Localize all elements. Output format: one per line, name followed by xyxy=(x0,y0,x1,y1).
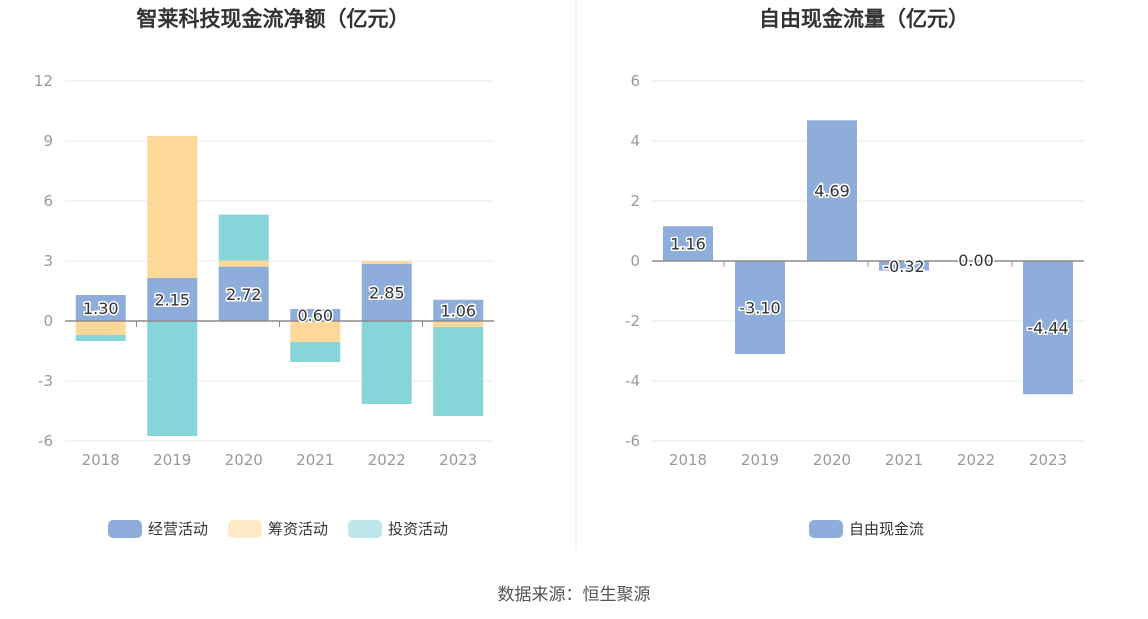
legend-swatch-financing xyxy=(228,520,262,538)
y-tick-label: 6 xyxy=(630,72,640,90)
bar-financing xyxy=(147,136,198,278)
y-tick-label: 6 xyxy=(43,192,53,210)
bar-operating xyxy=(75,295,126,321)
x-tick-label: 2023 xyxy=(439,451,477,469)
y-tick-label: -3 xyxy=(38,372,53,390)
bar-free_cash_flow xyxy=(663,226,713,261)
data-label: 4.69 xyxy=(814,182,850,201)
bar-investing xyxy=(290,342,341,362)
free-cash-flow-chart: 自由现金流量（亿元） 6 4 2 0 -2 -4 -6 2018 2019 2020 2021 2022… xyxy=(625,7,1084,538)
data-label: 0.00 xyxy=(958,251,994,270)
bar-investing xyxy=(361,321,412,404)
y-tick-label: 4 xyxy=(630,132,640,150)
x-tick-label: 2021 xyxy=(296,451,334,469)
bar-free_cash_flow xyxy=(879,261,929,271)
data-label: 2.85 xyxy=(369,284,405,303)
y-tick-label: 0 xyxy=(43,312,53,330)
bar-free_cash_flow xyxy=(735,261,785,354)
bar-investing xyxy=(433,327,484,416)
data-label: 2.72 xyxy=(226,285,262,304)
bar-operating xyxy=(218,266,269,321)
x-tick-label: 2018 xyxy=(669,451,707,469)
bar-operating xyxy=(147,278,198,321)
y-tick-label: 9 xyxy=(43,132,53,150)
bar-financing xyxy=(218,260,269,267)
x-tick-label: 2020 xyxy=(813,451,851,469)
bar-financing xyxy=(75,321,126,335)
bar-free_cash_flow xyxy=(807,120,857,261)
data-label: -3.10 xyxy=(739,299,780,318)
bar-operating xyxy=(433,299,484,321)
data-source-caption: 数据来源：恒生聚源 xyxy=(497,585,651,605)
legend-label: 自由现金流 xyxy=(849,520,924,538)
x-tick-label: 2019 xyxy=(153,451,191,469)
chart-title: 智莱科技现金流净额（亿元） xyxy=(137,7,410,31)
y-tick-label: 12 xyxy=(34,72,53,90)
x-tick-label: 2020 xyxy=(225,451,263,469)
y-tick-label: -4 xyxy=(625,372,640,390)
cash-flow-net-chart: 智莱科技现金流净额（亿元） 12 9 6 3 0 -3 -6 2018 2019 2020 2021 2… xyxy=(34,7,494,538)
y-tick-label: 3 xyxy=(43,252,53,270)
legend-label: 投资活动 xyxy=(388,520,448,538)
data-label: 2.15 xyxy=(154,291,190,310)
chart-title: 自由现金流量（亿元） xyxy=(759,7,969,31)
x-tick-label: 2019 xyxy=(741,451,779,469)
bar-operating xyxy=(361,264,412,321)
data-label: 1.30 xyxy=(83,299,119,318)
x-tick-label: 2021 xyxy=(885,451,923,469)
bar-financing xyxy=(433,321,484,327)
y-tick-label: 0 xyxy=(630,252,640,270)
x-tick-label: 2018 xyxy=(82,451,120,469)
legend-label: 筹资活动 xyxy=(268,520,328,538)
legend-label: 经营活动 xyxy=(148,520,208,538)
x-tick-label: 2023 xyxy=(1029,451,1067,469)
data-label: -4.44 xyxy=(1027,319,1068,338)
bar-financing xyxy=(361,261,412,264)
y-tick-label: 2 xyxy=(630,192,640,210)
legend-swatch-investing xyxy=(348,520,382,538)
y-tick-label: -2 xyxy=(625,312,640,330)
data-label: 0.60 xyxy=(297,306,333,325)
bar-investing xyxy=(75,335,126,341)
bar-investing xyxy=(218,214,269,261)
x-tick-label: 2022 xyxy=(957,451,995,469)
bar-operating xyxy=(290,309,341,321)
x-tick-label: 2022 xyxy=(368,451,406,469)
data-label: 1.06 xyxy=(440,301,476,320)
bar-investing xyxy=(147,321,198,436)
data-label: -0.32 xyxy=(883,257,924,276)
y-tick-label: -6 xyxy=(38,432,53,450)
legend-swatch-operating xyxy=(108,520,142,538)
bar-financing xyxy=(290,321,341,342)
y-tick-label: -6 xyxy=(625,432,640,450)
bar-free_cash_flow xyxy=(1023,261,1073,395)
data-label: 1.16 xyxy=(670,235,706,254)
legend-swatch-free_cash_flow xyxy=(809,520,843,538)
